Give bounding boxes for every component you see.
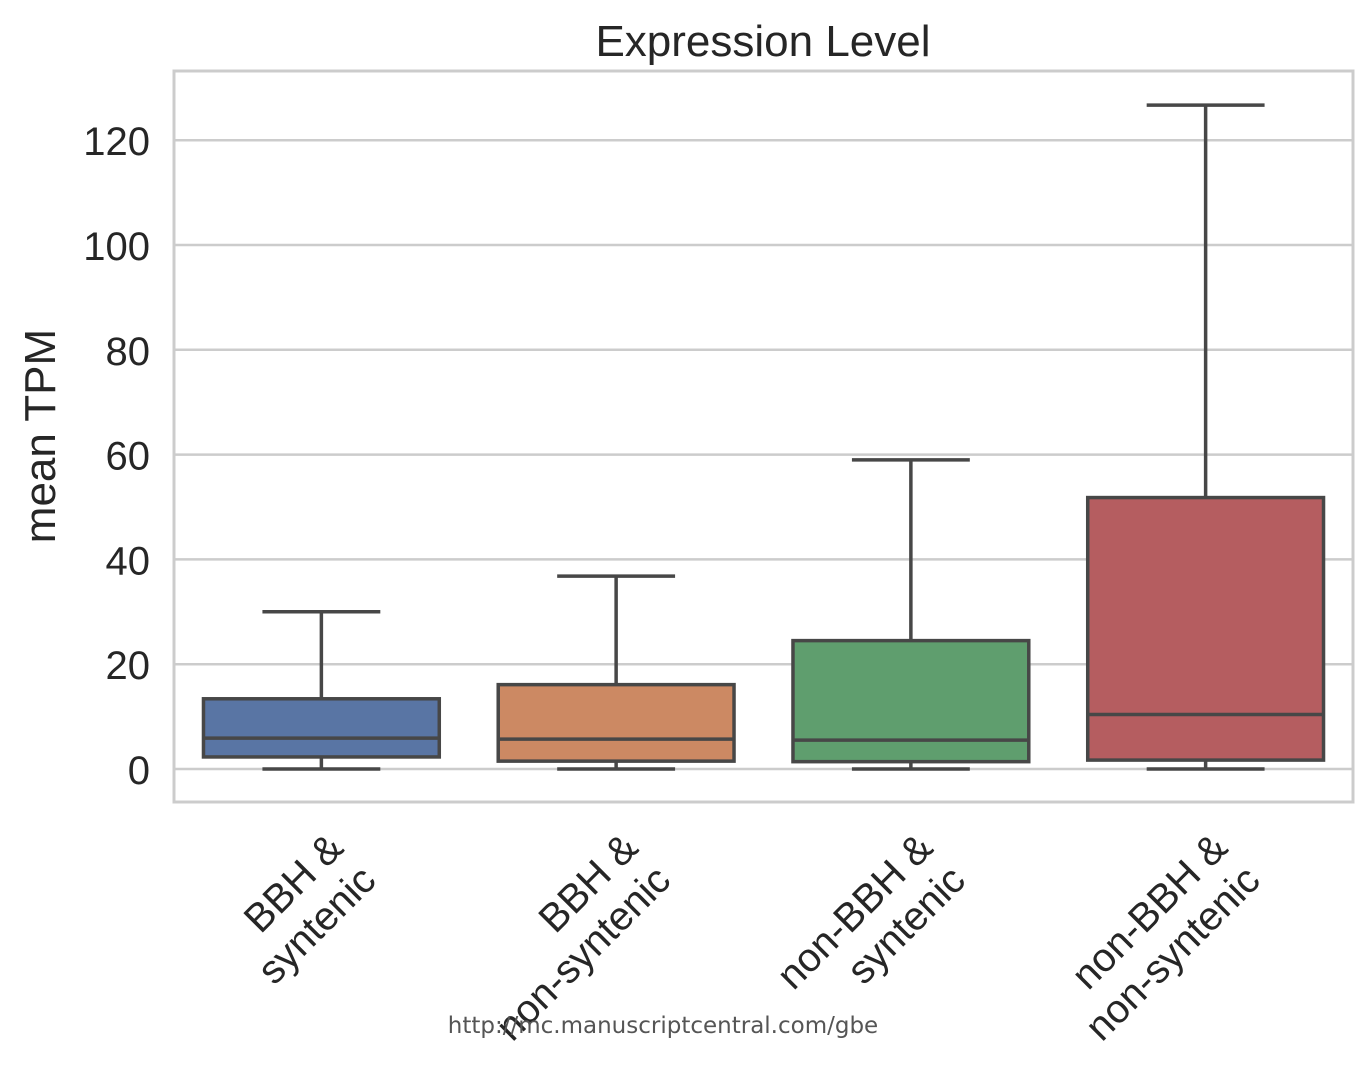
box [791,638,1031,764]
y-tick-label: 120 [83,120,150,164]
box [1085,495,1326,762]
box-group [201,610,442,771]
boxes [201,103,1326,771]
y-tick-label: 40 [106,539,151,583]
y-tick-label: 60 [106,435,151,479]
y-axis-label: mean TPM [16,329,65,543]
box-group [791,458,1031,771]
grid-lines [174,138,1353,771]
chart-title: Expression Level [595,17,930,66]
watermark-url: http://mc.manuscriptcentral.com/gbe [448,1013,878,1039]
box [496,682,736,763]
y-tick-label: 20 [106,644,151,688]
y-tick-label: 100 [83,225,150,269]
y-tick-label: 80 [106,330,151,374]
plot-frame [172,69,1355,804]
box-group [1085,103,1326,771]
x-tick-label: non-BBH &non-syntenic [1045,825,1269,1049]
y-tick-labels: 0 20 40 60 80 100 120 [83,120,150,793]
y-tick-label: 0 [128,749,150,793]
x-tick-label: BBH &syntenic [217,825,385,993]
box-group [496,574,736,771]
x-tick-label: non-BBH &syntenic [769,825,974,1030]
box [201,697,442,759]
